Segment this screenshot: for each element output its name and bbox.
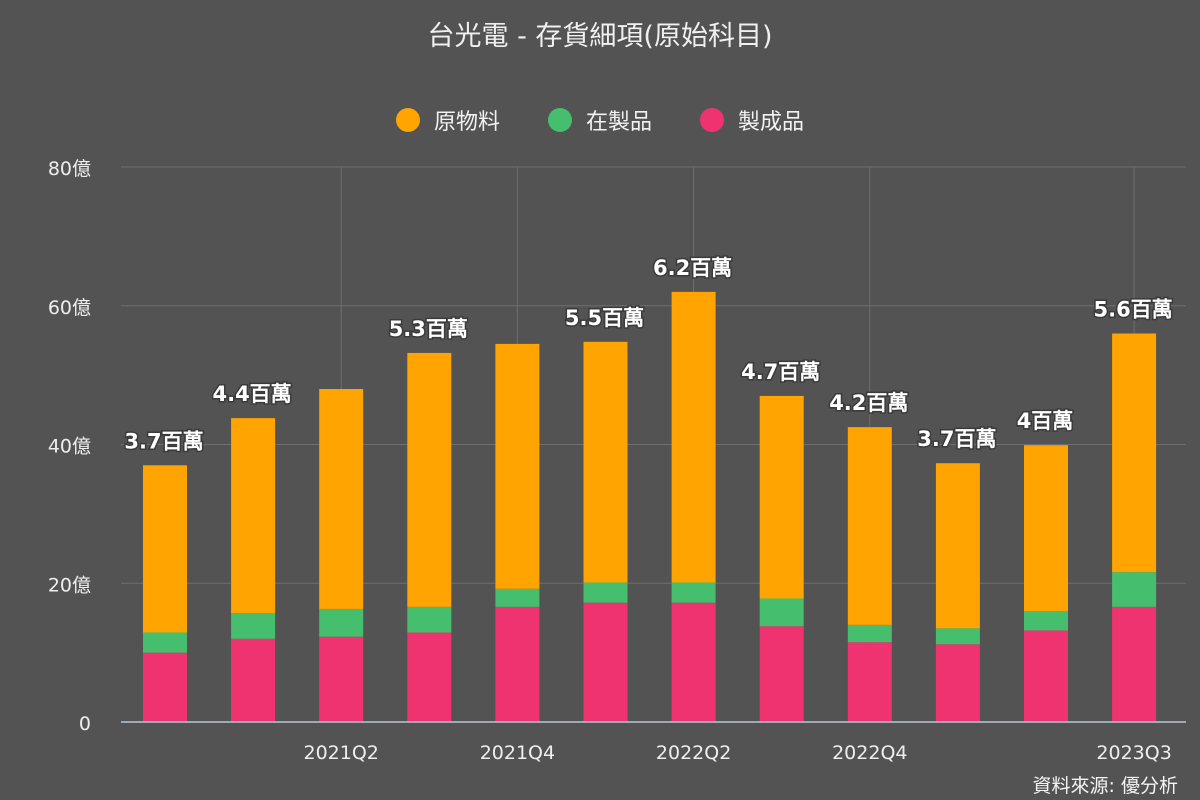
legend-item-raw-material[interactable]: 原物料 — [395, 104, 500, 136]
x-tick-label: 2023Q3 — [1096, 742, 1171, 764]
bar-segment — [935, 463, 980, 629]
legend-swatch-raw-material — [395, 108, 420, 132]
data-label: 4.4百萬 — [212, 382, 291, 406]
y-tick-label: 0 — [79, 713, 91, 735]
y-tick-label: 80億 — [48, 158, 91, 180]
legend-label-raw-material: 原物料 — [433, 110, 500, 135]
bar-segment — [495, 606, 540, 722]
bar-segment — [407, 606, 452, 633]
y-tick-label: 20億 — [48, 574, 91, 596]
x-tick-label: 2021Q2 — [303, 742, 378, 764]
chart-legend: 原物料 在製品 製成品 — [0, 104, 1200, 136]
bar-segment — [319, 636, 364, 722]
bar-segment — [143, 632, 187, 653]
bar-segment — [1112, 606, 1157, 722]
bar-segment — [407, 632, 452, 722]
legend-swatch-work-in-progress — [547, 108, 572, 132]
bar-segment — [319, 389, 364, 609]
bar-segment — [231, 418, 276, 614]
bar-segment — [847, 624, 892, 643]
bar-segment — [583, 602, 628, 722]
x-tick-label: 2021Q4 — [480, 742, 555, 764]
data-label: 4百萬 — [1017, 409, 1074, 433]
legend-item-finished-goods[interactable]: 製成品 — [700, 104, 804, 136]
bar-segment — [759, 598, 804, 627]
bar-segment — [583, 582, 628, 603]
data-label: 3.7百萬 — [124, 429, 203, 453]
bar-segment — [671, 582, 716, 603]
bar-segment — [671, 602, 716, 722]
data-label: 5.5百萬 — [565, 306, 644, 330]
y-tick-label: 60億 — [48, 297, 91, 319]
bar-segment — [1112, 572, 1157, 607]
bar-segment — [1024, 630, 1068, 722]
bar-segment — [935, 644, 980, 722]
bar-segment — [1112, 333, 1157, 573]
data-label: 4.7百萬 — [741, 360, 820, 384]
bar-segment — [143, 465, 187, 633]
bar-segment — [319, 608, 364, 637]
bar-segment — [495, 588, 540, 607]
legend-label-finished-goods: 製成品 — [738, 110, 805, 135]
source-note: 資料來源: 優分析 — [1032, 775, 1178, 797]
bar-segment — [847, 642, 892, 722]
bar-segment — [759, 626, 804, 722]
legend-label-work-in-progress: 在製品 — [585, 110, 652, 135]
data-label: 4.2百萬 — [829, 391, 908, 415]
data-label: 5.6百萬 — [1093, 298, 1172, 322]
bar-segment — [935, 628, 980, 645]
bar-segment — [143, 652, 187, 722]
data-label: 6.2百萬 — [653, 256, 732, 280]
x-tick-label: 2022Q2 — [656, 742, 731, 764]
bar-segment — [759, 395, 804, 599]
chart-title: 台光電 - 存貨細項(原始科目) — [427, 21, 773, 52]
bar-segment — [583, 341, 628, 583]
y-tick-label: 40億 — [48, 436, 91, 458]
data-label: 5.3百萬 — [389, 317, 468, 341]
bar-segment — [407, 352, 452, 607]
data-label: 3.7百萬 — [917, 427, 996, 451]
bar-segment — [231, 638, 276, 722]
bar-segment — [495, 343, 540, 589]
bar-segment — [671, 291, 716, 583]
bar-segment — [1024, 611, 1068, 631]
x-tick-label: 2022Q4 — [832, 742, 907, 764]
bar-segment — [231, 613, 276, 639]
legend-item-work-in-progress[interactable]: 在製品 — [547, 104, 652, 136]
bar-segment — [1024, 445, 1068, 611]
bar-segment — [847, 427, 892, 625]
legend-swatch-finished-goods — [700, 108, 724, 132]
